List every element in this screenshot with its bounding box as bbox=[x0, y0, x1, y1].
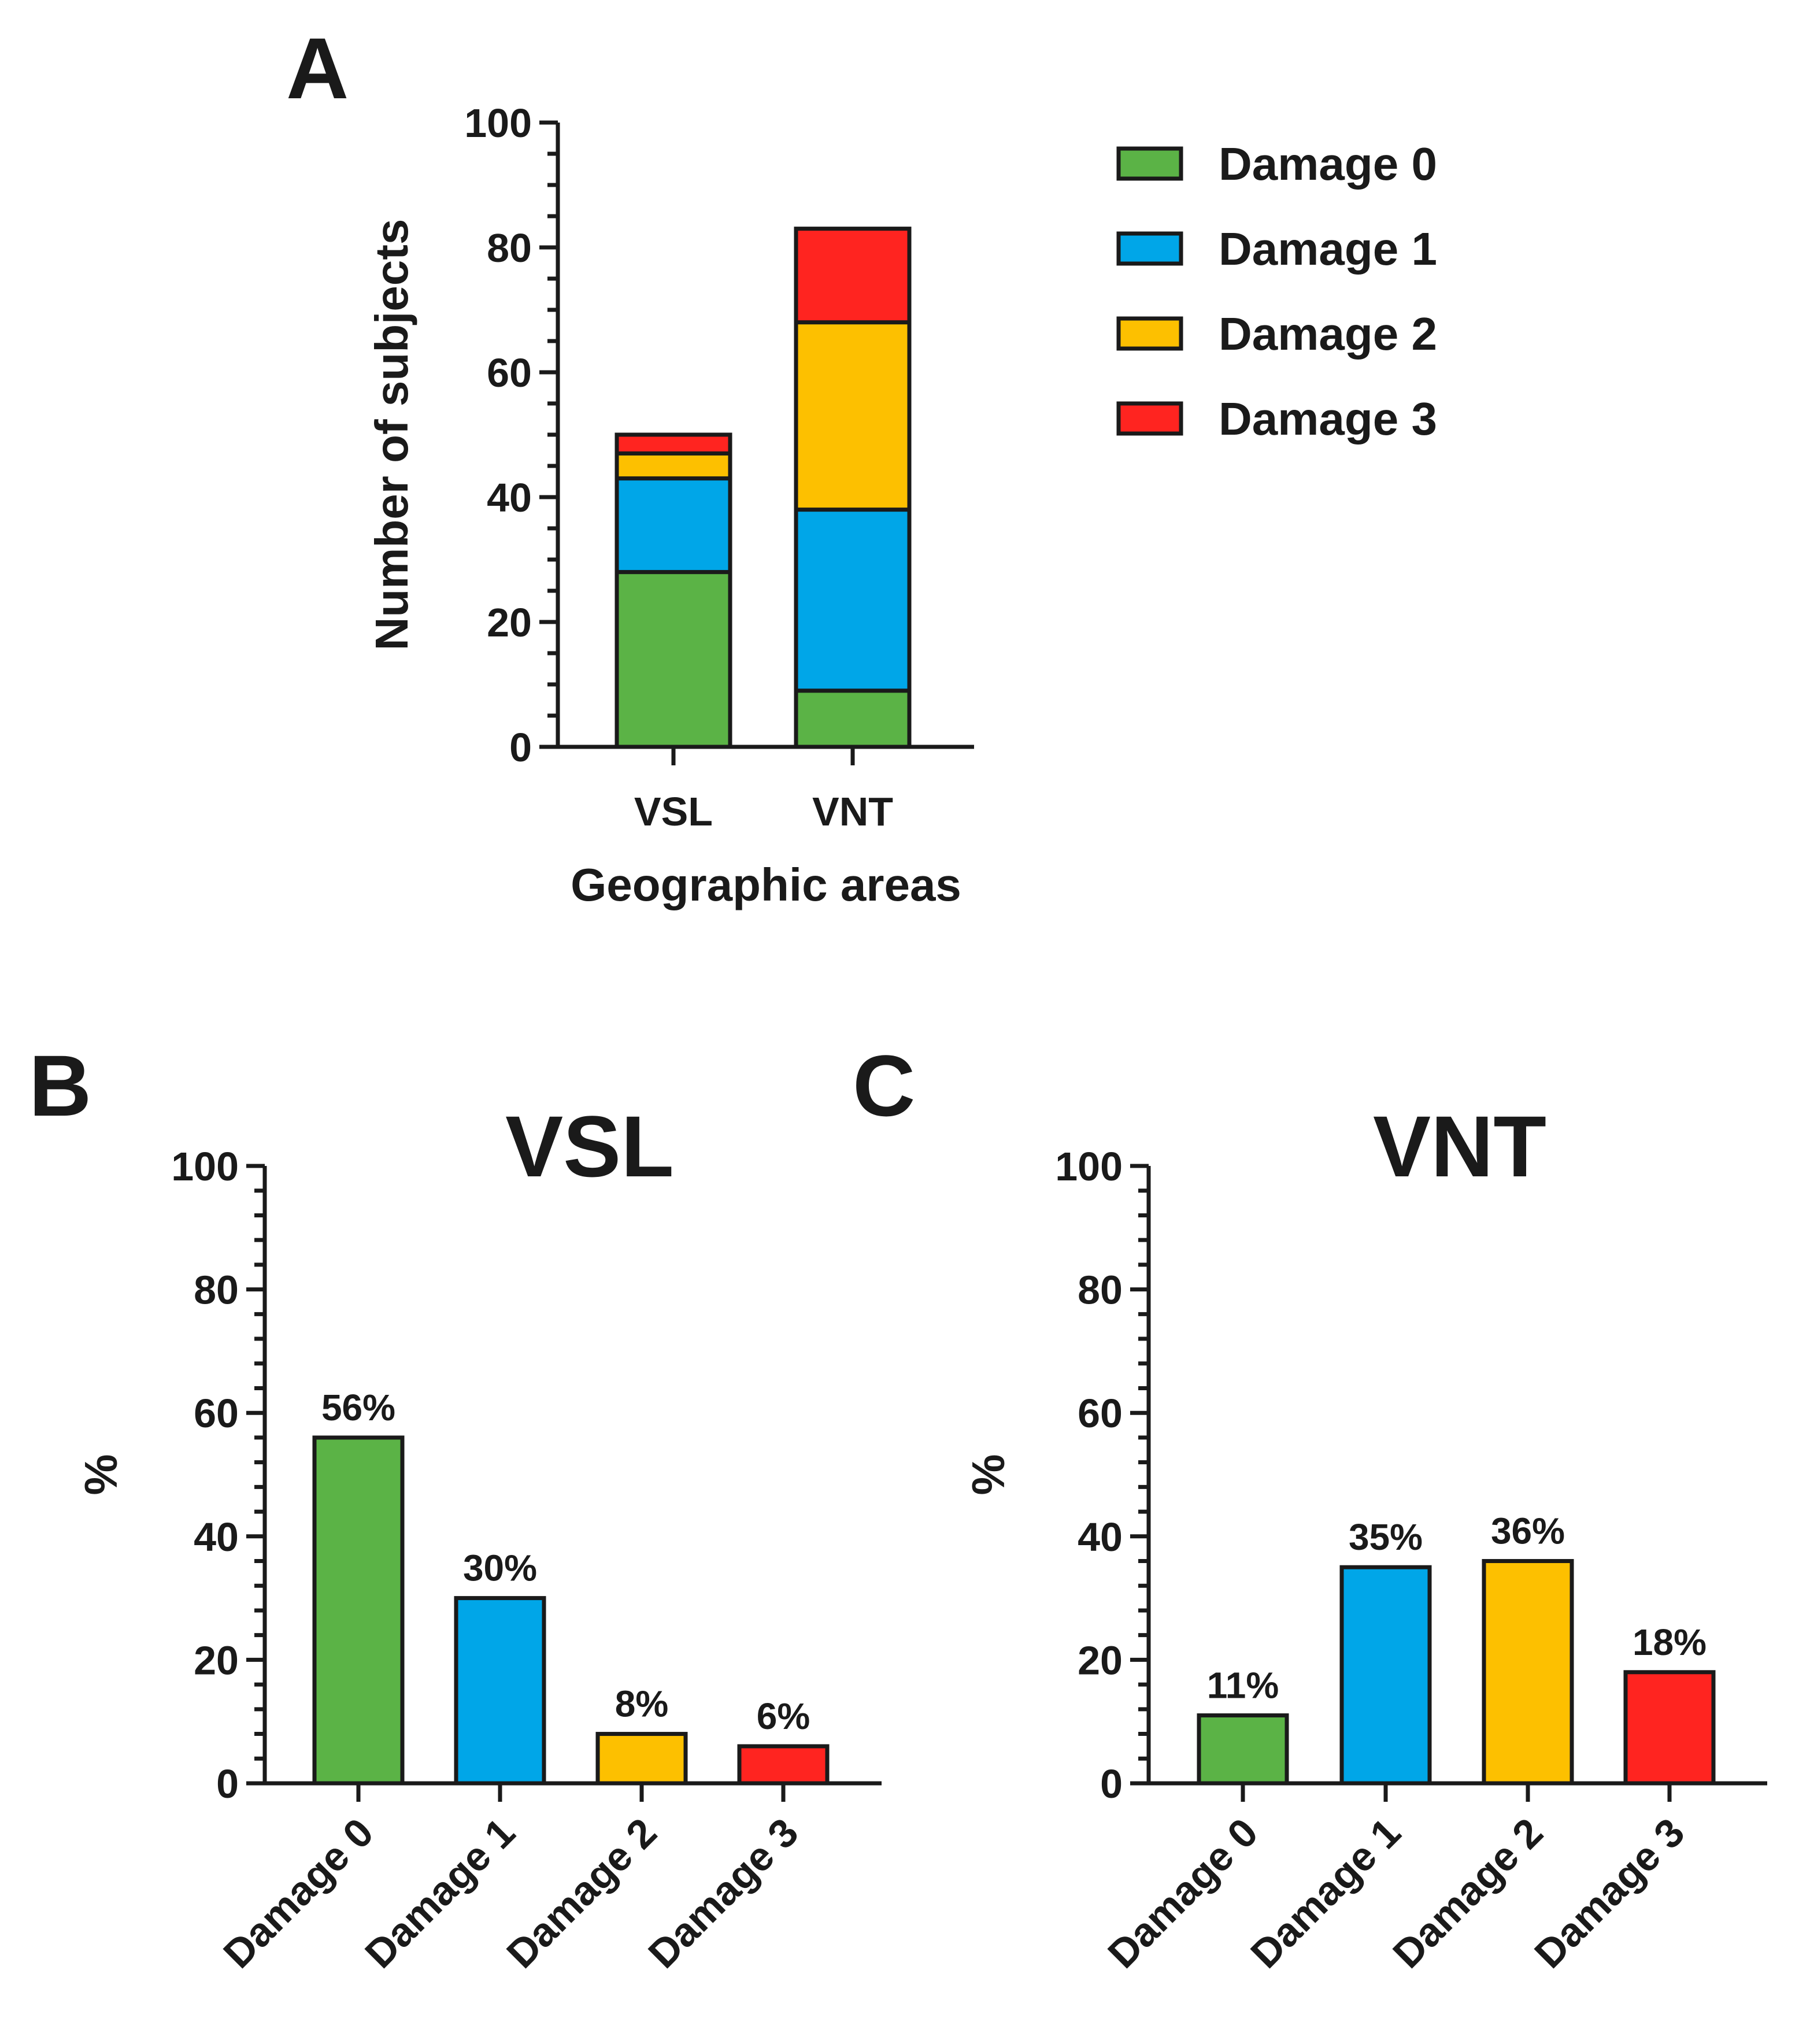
y-tick-label: 20 bbox=[487, 600, 532, 645]
legend-swatch-damage-2 bbox=[1116, 316, 1183, 351]
x-tick-label-vnt: VNT bbox=[812, 789, 893, 834]
y-tick-label: 100 bbox=[171, 1144, 239, 1189]
data-label-vsl-damage-3: 6% bbox=[757, 1695, 810, 1737]
y-tick-label: 20 bbox=[1078, 1638, 1123, 1683]
bar-vnt-damage-0 bbox=[794, 688, 912, 749]
x-tick-label-damage-0: Damage 0 bbox=[215, 1809, 382, 1976]
bar-vnt-damage-0 bbox=[1197, 1713, 1289, 1786]
y-tick-label: 40 bbox=[194, 1515, 239, 1560]
legend-swatch-damage-0 bbox=[1116, 146, 1183, 181]
legend-label-damage-2: Damage 2 bbox=[1219, 308, 1437, 360]
data-label-vnt-damage-1: 35% bbox=[1349, 1516, 1423, 1558]
data-label-vnt-damage-2: 36% bbox=[1491, 1510, 1565, 1552]
bar-chart-panel-b: 0 20 40 60 80 100 VSL 56% Damage 0 30% Damage 1 8% D… bbox=[75, 1098, 882, 1976]
bar-vsl-damage-0 bbox=[312, 1435, 405, 1786]
legend-label-damage-0: Damage 0 bbox=[1219, 138, 1437, 190]
y-tick-label: 60 bbox=[1078, 1391, 1123, 1436]
bar-vsl-damage-2 bbox=[595, 1732, 688, 1786]
legend: Damage 0 Damage 1 Damage 2 Damage 3 bbox=[1116, 138, 1437, 445]
y-tick-label: 100 bbox=[464, 101, 532, 146]
bar-vsl-damage-1 bbox=[615, 476, 732, 575]
y-tick-label: 40 bbox=[487, 475, 532, 520]
y-tick-label: 60 bbox=[194, 1391, 239, 1436]
bar-vnt-damage-1 bbox=[794, 508, 912, 693]
chart-title-vnt: VNT bbox=[1373, 1098, 1546, 1195]
stacked-chart-panel-a: 0 20 40 60 80 100 VSL VNT Geographic areas Number… bbox=[366, 101, 1437, 910]
x-tick-label-damage-3: Damage 3 bbox=[1526, 1809, 1693, 1976]
x-tick-label-damage-0: Damage 0 bbox=[1100, 1809, 1267, 1976]
y-tick-label: 80 bbox=[487, 225, 532, 271]
y-tick-label: 80 bbox=[1078, 1268, 1123, 1313]
panel-label-b: B bbox=[29, 1037, 91, 1134]
data-label-vsl-damage-0: 56% bbox=[321, 1387, 395, 1428]
x-tick-label-vsl: VSL bbox=[634, 789, 713, 834]
panel-label-c: C bbox=[853, 1037, 915, 1134]
bar-chart-panel-c: 0 20 40 60 80 100 VNT 11% Damage 0 35% Damage 1 36%… bbox=[963, 1098, 1767, 1976]
x-axis-title: Geographic areas bbox=[571, 859, 961, 910]
y-tick-label: 0 bbox=[1100, 1761, 1123, 1806]
y-axis-title: % bbox=[963, 1454, 1014, 1495]
chart-title-vsl: VSL bbox=[505, 1098, 674, 1195]
legend-label-damage-3: Damage 3 bbox=[1219, 393, 1437, 445]
x-tick-label-damage-3: Damage 3 bbox=[640, 1809, 807, 1976]
x-tick-label-damage-2: Damage 2 bbox=[498, 1809, 665, 1976]
panel-label-a: A bbox=[286, 20, 349, 117]
y-tick-label: 0 bbox=[216, 1761, 239, 1806]
data-label-vnt-damage-3: 18% bbox=[1633, 1621, 1707, 1663]
bar-vsl-damage-0 bbox=[615, 570, 732, 749]
legend-swatch-damage-1 bbox=[1116, 231, 1183, 266]
y-axis-title: % bbox=[75, 1454, 127, 1495]
data-label-vnt-damage-0: 11% bbox=[1207, 1665, 1279, 1706]
x-tick-label-damage-1: Damage 1 bbox=[1242, 1809, 1409, 1976]
bar-vsl-damage-3 bbox=[615, 432, 732, 456]
bar-vnt-damage-2 bbox=[794, 320, 912, 512]
bar-vsl-damage-1 bbox=[454, 1596, 546, 1786]
data-label-vsl-damage-2: 8% bbox=[615, 1683, 669, 1725]
y-tick-label: 80 bbox=[194, 1268, 239, 1313]
bar-vsl-damage-2 bbox=[615, 451, 732, 481]
legend-label-damage-1: Damage 1 bbox=[1219, 223, 1437, 275]
y-tick-label: 40 bbox=[1078, 1515, 1123, 1560]
legend-swatch-damage-3 bbox=[1116, 401, 1183, 436]
y-tick-label: 60 bbox=[487, 350, 532, 395]
x-tick-label-damage-1: Damage 1 bbox=[357, 1809, 524, 1976]
bar-vsl-damage-3 bbox=[737, 1744, 830, 1786]
bar-vnt-damage-1 bbox=[1339, 1565, 1432, 1786]
bar-vnt-damage-3 bbox=[1623, 1670, 1716, 1786]
bar-vnt-damage-3 bbox=[794, 227, 912, 325]
data-label-vsl-damage-1: 30% bbox=[463, 1547, 537, 1589]
y-tick-label: 100 bbox=[1055, 1144, 1123, 1189]
y-tick-label: 0 bbox=[509, 725, 532, 770]
bar-vnt-damage-2 bbox=[1482, 1559, 1574, 1786]
y-axis-title: Number of subjects bbox=[366, 219, 417, 651]
x-tick-label-damage-2: Damage 2 bbox=[1385, 1809, 1552, 1976]
y-tick-label: 20 bbox=[194, 1638, 239, 1683]
